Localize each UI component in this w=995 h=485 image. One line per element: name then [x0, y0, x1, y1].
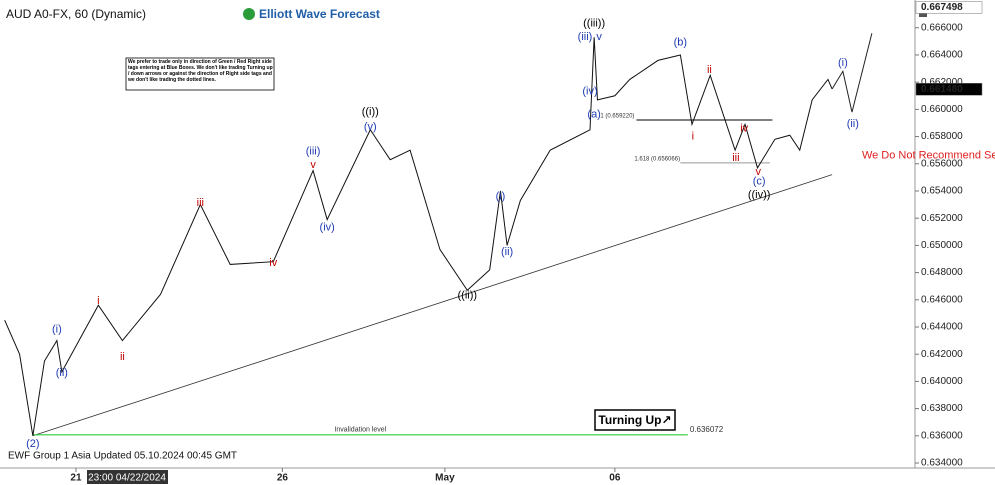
trendline: [32, 174, 833, 437]
wave-label: v: [756, 166, 762, 178]
wave-label: ((ii)): [458, 290, 478, 302]
wave-label: (iv): [320, 222, 335, 234]
logo-icon: [243, 8, 255, 20]
y-tick-label: 0.636000: [921, 430, 963, 441]
y-tick-label: 0.662000: [921, 77, 963, 88]
wave-label: (ii): [501, 246, 513, 258]
wave-label: We Do Not Recommend Selling: [862, 150, 995, 162]
chart-title: AUD A0-FX, 60 (Dynamic): [6, 7, 146, 21]
wave-label: iii: [197, 197, 204, 209]
price-label-box: [915, 1, 983, 14]
y-tick-label: 0.652000: [921, 213, 963, 224]
cursor-label: 23:00 04/22/2024: [88, 473, 166, 484]
badge-box: [594, 409, 676, 431]
badge: Turning Up↗: [598, 413, 671, 427]
wave-label: i: [692, 130, 694, 142]
wave-label: (iii): [306, 145, 321, 157]
wave-label: iv: [269, 257, 277, 269]
wave-label: (ii): [847, 118, 859, 130]
wave-label: (i): [52, 324, 62, 336]
wave-label: (iv): [582, 86, 597, 98]
brand: Elliott Wave Forecast: [259, 7, 380, 21]
y-tick-label: 0.660000: [921, 104, 963, 115]
y-tick-label: 0.646000: [921, 294, 963, 305]
wave-label: ii: [707, 64, 712, 76]
x-tick-label: 21: [70, 473, 82, 484]
wave-label: v: [596, 31, 602, 43]
wave-label: i: [97, 295, 99, 307]
fib-label: 1.618 (0.656066): [634, 156, 680, 162]
wave-label: (a): [587, 109, 600, 121]
wave-label: (v): [364, 121, 377, 133]
y-tick-label: 0.654000: [921, 186, 963, 197]
y-tick-label: 0.648000: [921, 267, 963, 278]
wave-label: ((i)): [362, 106, 379, 118]
projection-line: [831, 33, 873, 113]
wave-label: (i): [496, 190, 506, 202]
invalidation-label: Invalidation level: [334, 427, 386, 434]
y-tick-label: 0.666000: [921, 22, 963, 33]
note-box: [125, 57, 275, 91]
price-label: 0.667498: [921, 2, 963, 13]
cursor-box: [87, 470, 168, 484]
note-text: We prefer to trade only in direction of …: [128, 59, 273, 83]
wave-label: v: [310, 159, 316, 171]
wave-label: iii: [732, 152, 739, 164]
wave-label: (i): [838, 57, 848, 69]
wave-label: (c): [753, 175, 766, 187]
y-tick-label: 0.658000: [921, 131, 963, 142]
wave-label: ((iii)): [583, 18, 605, 30]
wave-label: (ii): [56, 367, 68, 379]
note: We prefer to trade only in direction of …: [128, 59, 273, 83]
y-tick-label: 0.644000: [921, 322, 963, 333]
wave-label: ii: [120, 351, 125, 363]
price-label: 0.661480: [921, 84, 963, 95]
price-line: [4, 37, 833, 436]
y-tick-label: 0.656000: [921, 158, 963, 169]
price-label-box: [915, 82, 983, 96]
footer: EWF Group 1 Asia Updated 05.10.2024 00:4…: [8, 451, 237, 462]
y-tick-label: 0.640000: [921, 376, 963, 387]
x-tick-label: 06: [609, 473, 621, 484]
fib-label: 1 (0.659220): [600, 114, 634, 120]
y-tick-label: 0.638000: [921, 403, 963, 414]
x-tick-label: May: [435, 473, 455, 484]
wave-label: (2): [26, 438, 39, 450]
invalidation-value: 0.636072: [690, 425, 724, 434]
y-tick-label: 0.664000: [921, 50, 963, 61]
y-tick-label: 0.642000: [921, 349, 963, 360]
wave-label: ((iv)): [748, 189, 771, 201]
x-tick-label: 26: [277, 473, 289, 484]
wave-label: (iii): [578, 31, 593, 43]
wave-label: (b): [674, 37, 687, 49]
y-tick-label: 0.650000: [921, 240, 963, 251]
y-tick-label: 0.634000: [921, 458, 963, 469]
wave-label: iv: [740, 122, 748, 134]
